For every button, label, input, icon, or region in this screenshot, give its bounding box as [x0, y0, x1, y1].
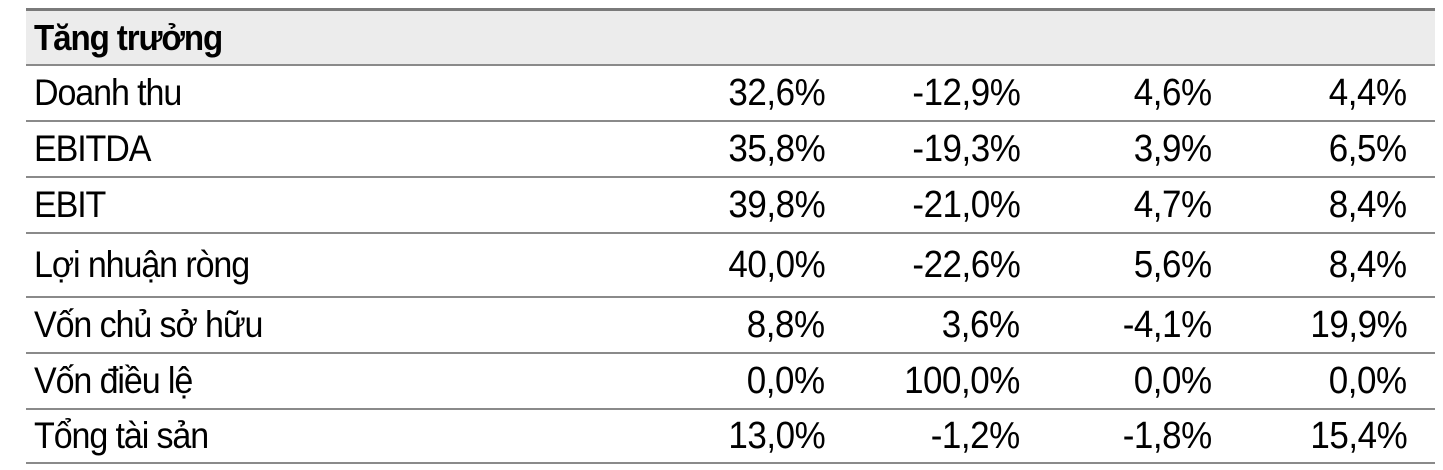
row-label: EBIT [34, 184, 106, 225]
table-row: Tổng tài sản 13,0% -1,2% -1,8% 15,4% [26, 408, 1435, 464]
row-value-2: -12,9% [911, 71, 1020, 114]
table-row: Vốn điều lệ 0,0% 100,0% 0,0% 0,0% [26, 352, 1435, 408]
row-value-3: 0,0% [1134, 359, 1212, 402]
row-value-3: -4,1% [1122, 303, 1212, 346]
growth-table: Tăng trưởng Doanh thu 32,6% -12,9% 4,6% … [26, 8, 1435, 464]
row-value-2: 3,6% [942, 303, 1020, 346]
row-value-4: 19,9% [1310, 303, 1407, 346]
row-label: Vốn điều lệ [34, 360, 193, 401]
row-label: Doanh thu [34, 72, 182, 113]
row-value-1: 35,8% [728, 127, 825, 170]
table-header-title: Tăng trưởng [34, 16, 223, 58]
row-label: Tổng tài sản [34, 415, 209, 456]
row-value-4: 6,5% [1329, 127, 1407, 170]
row-value-4: 8,4% [1329, 243, 1407, 286]
row-value-2: 100,0% [904, 359, 1020, 402]
table-row: EBIT 39,8% -21,0% 4,7% 8,4% [26, 176, 1435, 232]
table-row: Vốn chủ sở hữu 8,8% 3,6% -4,1% 19,9% [26, 296, 1435, 352]
row-value-4: 15,4% [1310, 414, 1407, 457]
row-value-2: -22,6% [911, 243, 1020, 286]
row-value-3: -1,8% [1122, 414, 1212, 457]
row-value-1: 40,0% [728, 243, 825, 286]
row-label: Lợi nhuận ròng [34, 244, 250, 285]
table-row: Doanh thu 32,6% -12,9% 4,6% 4,4% [26, 64, 1435, 120]
row-value-4: 4,4% [1329, 71, 1407, 114]
row-value-1: 0,0% [747, 359, 825, 402]
row-label: EBITDA [34, 128, 151, 169]
table-header-row: Tăng trưởng [26, 8, 1435, 64]
row-value-3: 5,6% [1134, 243, 1212, 286]
table-row: EBITDA 35,8% -19,3% 3,9% 6,5% [26, 120, 1435, 176]
row-value-1: 39,8% [728, 183, 825, 226]
row-value-1: 32,6% [728, 71, 825, 114]
row-value-1: 8,8% [747, 303, 825, 346]
row-value-3: 3,9% [1134, 127, 1212, 170]
row-value-1: 13,0% [728, 414, 825, 457]
row-label: Vốn chủ sở hữu [34, 304, 263, 345]
row-value-3: 4,6% [1134, 71, 1212, 114]
row-value-4: 0,0% [1329, 359, 1407, 402]
table-row: Lợi nhuận ròng 40,0% -22,6% 5,6% 8,4% [26, 232, 1435, 296]
row-value-3: 4,7% [1134, 183, 1212, 226]
row-value-2: -21,0% [911, 183, 1020, 226]
row-value-4: 8,4% [1329, 183, 1407, 226]
row-value-2: -19,3% [911, 127, 1020, 170]
row-value-2: -1,2% [930, 414, 1020, 457]
